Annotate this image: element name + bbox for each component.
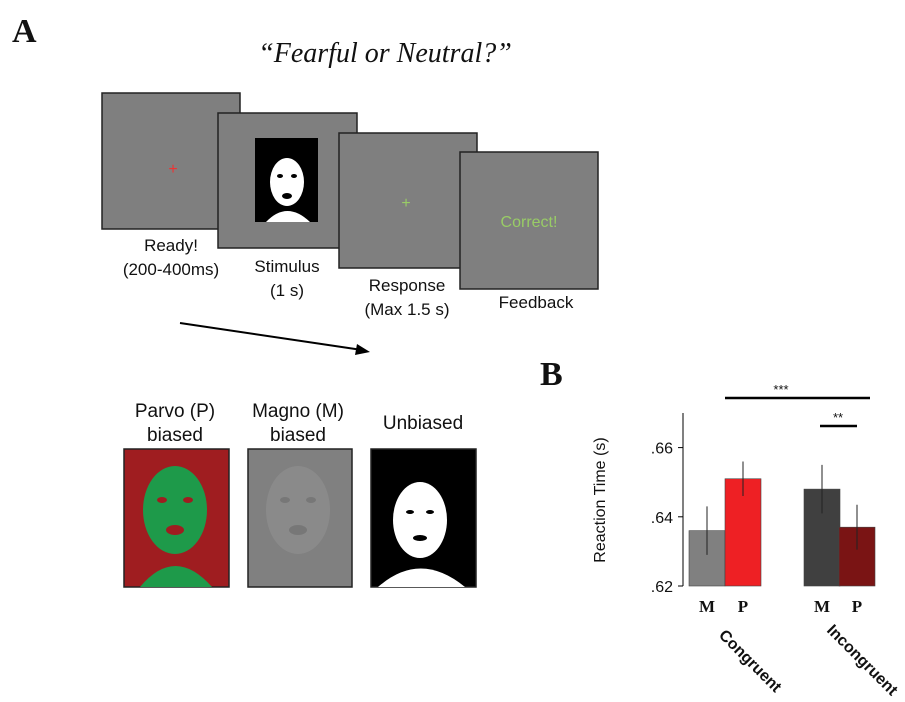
stimulus-face	[255, 138, 318, 222]
arrow	[179, 322, 363, 351]
y-axis-title: Reaction Time (s)	[592, 437, 609, 562]
bar	[724, 478, 762, 587]
condition-caption: biased	[147, 425, 203, 446]
unbiased-image	[370, 448, 477, 588]
x-tick-label: P	[738, 597, 748, 616]
panel-label: A	[12, 13, 37, 50]
step-caption: Stimulus	[254, 257, 319, 276]
condition-caption: Magno (M)	[252, 401, 344, 422]
significance-label: **	[833, 410, 843, 425]
group-label: Incongruent	[823, 622, 901, 700]
screen	[338, 132, 478, 269]
feedback-text: Correct!	[501, 214, 558, 231]
step-caption: Response	[369, 276, 446, 295]
significance-label: ***	[773, 382, 788, 397]
step-caption: (1 s)	[270, 281, 304, 300]
step-caption: Ready!	[144, 236, 198, 255]
x-tick-label: P	[852, 597, 862, 616]
screens	[101, 92, 599, 290]
magno-image	[247, 448, 353, 588]
condition-caption: Parvo (P)	[135, 401, 215, 422]
screen	[101, 92, 241, 230]
group-label: Congruent	[715, 627, 785, 697]
screen	[459, 151, 599, 290]
arrow-head	[355, 344, 370, 355]
response-cross: +	[401, 195, 410, 212]
condition-caption: biased	[270, 425, 326, 446]
step-caption: (Max 1.5 s)	[364, 300, 449, 319]
task-title: “Fearful or Neutral?”	[258, 38, 512, 69]
x-tick-label: M	[699, 597, 715, 616]
y-tick-label: .66	[651, 441, 673, 458]
step-caption: (200-400ms)	[123, 260, 219, 279]
condition-caption: Unbiased	[383, 413, 463, 434]
panel-label: B	[540, 356, 563, 393]
parvo-image	[123, 448, 230, 588]
y-tick-label: .62	[651, 579, 673, 596]
y-tick-label: .64	[651, 510, 673, 527]
x-tick-label: M	[814, 597, 830, 616]
step-caption: Feedback	[499, 293, 574, 312]
fixation-cross: +	[168, 161, 177, 178]
